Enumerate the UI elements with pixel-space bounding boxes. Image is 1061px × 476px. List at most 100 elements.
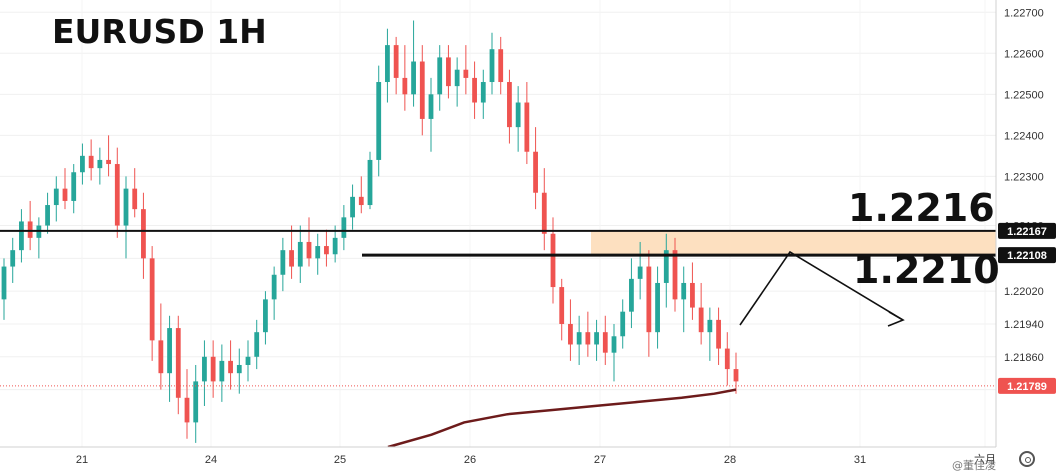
candle-body bbox=[367, 159, 373, 206]
candle-body bbox=[45, 205, 50, 226]
candle-body bbox=[724, 348, 730, 370]
candles bbox=[1, 20, 739, 443]
candle-body bbox=[376, 82, 382, 160]
candle-body bbox=[533, 151, 538, 193]
candle-body bbox=[27, 221, 33, 238]
x-tick-label: 24 bbox=[205, 454, 217, 466]
candle-body bbox=[524, 102, 530, 152]
level-annotation-upper-text: 1.2216 bbox=[848, 186, 995, 230]
candle-body bbox=[437, 57, 443, 95]
candle-body bbox=[236, 364, 242, 374]
candle-body bbox=[263, 299, 268, 333]
level-annotation-upper: 1.2216 bbox=[848, 186, 995, 230]
candle-body bbox=[498, 49, 504, 83]
level-annotation-lower: 1.2210 bbox=[853, 248, 1000, 292]
x-tick-label: 27 bbox=[594, 454, 606, 466]
candle-body bbox=[315, 246, 321, 259]
time-axis-bg bbox=[0, 447, 1061, 471]
resistance-zone-rect bbox=[591, 230, 996, 256]
candle-body bbox=[585, 332, 591, 345]
candle-body bbox=[97, 159, 103, 169]
candle-body bbox=[507, 82, 512, 128]
watermark: @董佳凌 bbox=[952, 456, 996, 474]
candle-body bbox=[245, 356, 251, 365]
candle-body bbox=[10, 250, 16, 267]
candle-body bbox=[655, 282, 660, 333]
candle-body bbox=[106, 159, 111, 165]
candle-body bbox=[62, 188, 68, 201]
candle-body bbox=[175, 328, 181, 398]
grid bbox=[0, 0, 996, 447]
annotations bbox=[739, 250, 905, 327]
candle-body bbox=[515, 102, 521, 128]
candle-body bbox=[114, 164, 120, 226]
candle-body bbox=[454, 69, 460, 87]
candle-body bbox=[637, 266, 643, 279]
level-annotation-lower-text: 1.2210 bbox=[853, 248, 1000, 292]
candle-body bbox=[167, 328, 172, 374]
x-tick-label: 25 bbox=[334, 454, 346, 466]
candle-body bbox=[219, 360, 225, 382]
candle-body bbox=[707, 319, 713, 333]
watermark-text: @董佳凌 bbox=[952, 459, 996, 472]
candle-body bbox=[480, 82, 486, 103]
candle-body bbox=[254, 332, 260, 357]
candle-body bbox=[332, 237, 338, 255]
candle-body bbox=[228, 360, 233, 374]
candle-body bbox=[271, 274, 277, 300]
level-tag bbox=[998, 247, 1056, 264]
candle-body bbox=[80, 155, 85, 173]
candle-body bbox=[681, 282, 687, 300]
candle-body bbox=[663, 250, 669, 283]
candle-body bbox=[428, 94, 434, 119]
candle-body bbox=[646, 266, 652, 333]
candle-body bbox=[411, 61, 416, 95]
candle-body bbox=[620, 311, 626, 337]
candle-body bbox=[289, 250, 294, 267]
x-tick-label: 26 bbox=[464, 454, 476, 466]
candle-body bbox=[611, 336, 617, 353]
x-tick-label: 六月 bbox=[974, 453, 996, 466]
y-tick-label: 1.22400 bbox=[1004, 130, 1044, 142]
candle-body bbox=[193, 381, 199, 423]
candle-body bbox=[210, 356, 216, 382]
candle-body bbox=[341, 217, 347, 238]
y-tick-label: 1.22600 bbox=[1004, 48, 1044, 60]
candle-body bbox=[672, 250, 678, 300]
candle-body bbox=[350, 196, 355, 218]
current-price-label: 1.21789 bbox=[1007, 381, 1047, 393]
current-price-tag bbox=[998, 377, 1056, 394]
candle-body bbox=[419, 61, 425, 119]
candle-body bbox=[306, 241, 312, 259]
candle-body bbox=[132, 188, 138, 210]
candle-body bbox=[576, 332, 582, 345]
level-tag-label: 1.22167 bbox=[1007, 226, 1047, 238]
candle-body bbox=[402, 77, 408, 95]
candle-body bbox=[550, 233, 556, 288]
candle-body bbox=[629, 278, 634, 312]
forecast-arrow-path bbox=[739, 250, 904, 326]
candle-body bbox=[463, 69, 469, 78]
x-tick-label: 21 bbox=[76, 454, 88, 466]
candle-body bbox=[594, 332, 599, 345]
x-tick-label: 31 bbox=[854, 454, 866, 466]
candle-body bbox=[733, 369, 739, 382]
y-tick-label: 1.21940 bbox=[1004, 319, 1044, 331]
candle-body bbox=[698, 307, 704, 333]
candle-body bbox=[393, 45, 399, 78]
y-tick-label: 1.21860 bbox=[1004, 352, 1044, 364]
candle-body bbox=[358, 196, 364, 206]
candle-body bbox=[123, 188, 129, 226]
candle-body bbox=[202, 356, 207, 382]
y-tick-label: 1.22700 bbox=[1004, 7, 1044, 19]
chart-title: EURUSD 1H bbox=[52, 12, 267, 51]
candle-body bbox=[472, 77, 477, 103]
level-tag bbox=[998, 222, 1056, 239]
candle-body bbox=[1, 266, 7, 300]
gear-icon[interactable] bbox=[1019, 451, 1035, 467]
candle-body bbox=[568, 323, 573, 345]
candle-body bbox=[324, 246, 329, 255]
candle-body bbox=[184, 397, 190, 423]
candle-body bbox=[71, 172, 77, 201]
